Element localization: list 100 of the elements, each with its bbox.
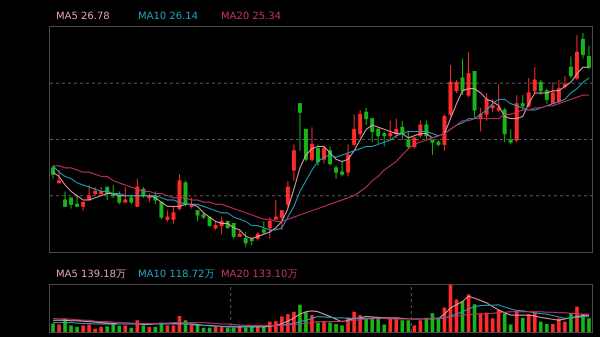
candlestick [364,107,368,126]
bar [563,322,567,332]
bar [430,313,434,332]
bar [244,328,248,332]
bar [545,324,549,332]
candlestick [298,103,302,152]
candlestick [93,186,98,196]
bar [478,313,482,332]
bar [448,285,452,332]
candlestick [550,82,555,104]
candlestick [382,130,386,147]
bar [142,325,146,332]
bar [75,326,79,332]
candlestick [544,88,549,104]
candlestick [304,128,308,162]
candlestick [352,114,356,147]
candlestick [63,190,68,207]
bar [123,325,128,332]
bar [57,324,61,332]
candlestick [262,220,266,235]
candlestick [184,180,188,207]
bar [400,320,404,332]
bar [129,328,134,332]
candlestick [556,80,561,104]
candlestick [292,144,296,182]
candlestick [448,64,452,117]
bar [340,325,344,332]
text: MA5 139.18万 [56,269,126,280]
candlestick [196,210,200,222]
bar [539,322,543,332]
bar [328,322,332,332]
bar [382,324,386,332]
candlestick [472,71,477,120]
bar [166,325,170,332]
candlestick [171,206,176,224]
bar [232,328,236,332]
candlestick [388,120,392,141]
bar [460,301,464,332]
text: MA20 133.10万 [221,269,298,280]
candlestick [430,140,434,156]
bar [587,318,591,332]
bar [172,325,176,332]
candlestick [51,165,55,180]
candlestick [280,210,284,230]
candlestick [496,84,501,113]
candlestick [580,32,585,60]
bar [226,328,230,332]
bar [190,324,194,332]
candlestick [562,75,567,90]
bar [551,324,555,332]
text: MA5 26.78 [56,11,110,22]
candlestick [346,144,350,177]
candlestick [316,144,320,166]
candlestick [310,126,314,162]
bar [526,314,531,332]
candlestick [478,107,483,132]
bar [508,324,513,332]
bar [502,313,506,332]
bar [490,318,494,332]
candlestick [520,94,525,111]
candlestick [502,107,507,143]
bar [322,322,326,332]
candlestick [460,58,464,96]
candlestick [202,212,206,220]
bar [148,326,152,332]
bar [412,325,416,332]
candlestick [274,199,278,220]
bar [520,318,525,332]
candlestick [322,146,326,164]
bar [105,326,110,332]
candlestick [358,110,362,138]
candlestick [370,118,374,143]
candlestick [159,202,164,220]
bar [93,328,97,332]
bar [99,326,103,332]
candlestick [406,130,410,150]
bar [81,325,85,332]
bar [316,322,320,332]
candlestick [508,128,513,145]
candlestick [129,195,134,205]
candlestick [400,120,404,141]
bar [496,310,500,332]
candlestick [232,223,236,240]
bar [484,312,488,332]
bar [454,300,458,332]
candlestick [466,52,471,98]
candlestick [208,216,212,226]
bar [154,326,158,332]
bar [51,324,55,332]
bar [394,319,398,332]
text: MA20 25.34 [221,11,281,22]
candlestick [340,160,344,177]
candlestick [244,232,248,248]
candlestick [490,98,495,113]
text: MA10 118.72万 [138,269,214,280]
text: MA10 26.14 [138,11,198,22]
candlestick [394,118,398,138]
bar [202,328,206,332]
candlestick [454,80,458,94]
bar [117,326,122,332]
